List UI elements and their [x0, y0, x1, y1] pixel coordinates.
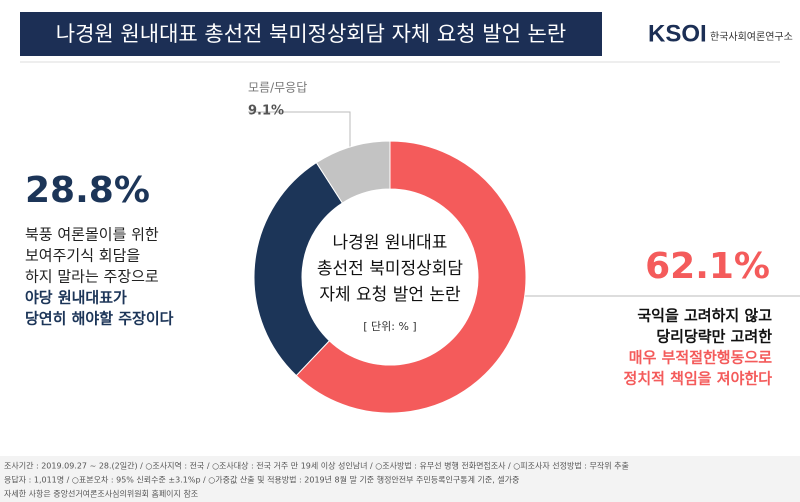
footer-note: 자세한 사항은 중앙선거여론조사심의위원회 홈페이지 참조: [4, 489, 198, 499]
donut-slice: [315, 140, 391, 204]
value-label: 62.1%: [645, 246, 770, 287]
chart-title: 나경원 원내대표 총선전 북미정상회담 자체 요청 발언 논란: [56, 22, 566, 46]
description-emphasis: 매우 부적절한행동으로: [629, 349, 772, 367]
leader-line: [248, 111, 351, 150]
footer-note: 조사기간 : 2019.09.27 ~ 28.(2일간) / ○조사지역 : 전…: [4, 461, 629, 471]
center-line: 나경원 원내대표: [333, 233, 448, 253]
value-label: 28.8%: [25, 170, 150, 211]
category-label: 모름/무응답: [248, 81, 307, 95]
unit-note: [ 단위: % ]: [363, 320, 416, 333]
description: 하지 말라는 주장으로: [25, 268, 159, 286]
logo-subtitle: 한국사회여론연구소: [710, 31, 793, 43]
value-label: 9.1%: [248, 104, 284, 119]
description-emphasis: 정치적 책임을 져야한다: [624, 370, 773, 388]
description: 국익을 고려하지 않고: [637, 307, 772, 325]
description-emphasis: 당연히 해야할 주장이다: [25, 310, 174, 328]
description: 보여주기식 회담을: [25, 247, 140, 265]
footer-bg: [0, 456, 800, 502]
logo: KSOI: [648, 20, 707, 47]
footer-note: 응답자 : 1,011명 / ○표본오차 : 95% 신뢰수준 ±3.1%p /…: [4, 475, 519, 485]
donut-slice: [295, 140, 527, 414]
center-line: 총선전 북미정상회담: [317, 259, 464, 279]
description-emphasis: 야당 원내대표가: [25, 289, 127, 307]
description: 당리당략만 고려한: [656, 328, 772, 346]
description: 북풍 여론몰이를 위한: [25, 226, 159, 244]
donut-slice: [253, 161, 344, 377]
title-bar: [20, 12, 602, 56]
center-line: 자체 요청 발언 논란: [319, 285, 461, 305]
